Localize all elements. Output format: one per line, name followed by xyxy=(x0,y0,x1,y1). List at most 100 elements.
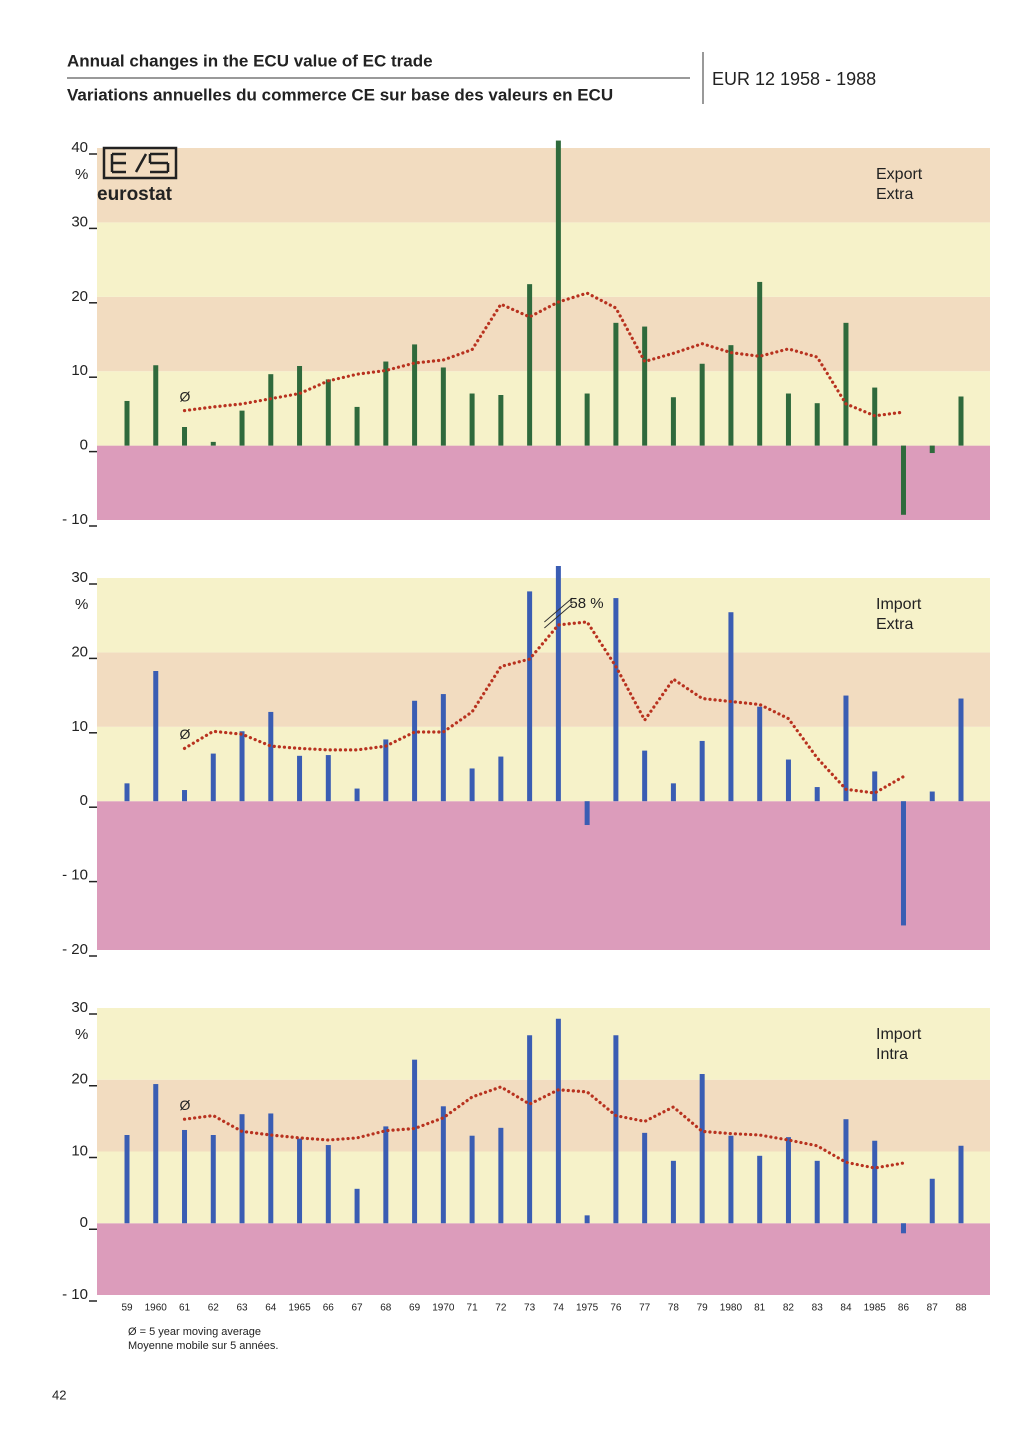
x-tick-label: 88 xyxy=(955,1303,967,1314)
band xyxy=(97,1008,990,1080)
bar xyxy=(785,1137,791,1224)
bar xyxy=(872,771,878,802)
y-tick-label: - 10 xyxy=(62,1286,88,1303)
bar xyxy=(210,1134,216,1224)
x-tick-label: 87 xyxy=(927,1303,939,1314)
y-tick-label: 40 xyxy=(71,139,88,156)
x-tick-label: 1975 xyxy=(576,1303,599,1314)
y-tick-label: - 10 xyxy=(62,511,88,528)
bar xyxy=(814,1160,820,1224)
bar xyxy=(412,1059,418,1224)
bar xyxy=(584,801,590,826)
band xyxy=(97,652,990,727)
bars xyxy=(124,1018,964,1234)
bar xyxy=(469,768,475,802)
bar xyxy=(498,1127,504,1224)
bar xyxy=(555,140,561,446)
bar xyxy=(929,445,935,454)
series-label: Export xyxy=(876,166,923,183)
bar xyxy=(555,1018,561,1224)
bar xyxy=(268,374,274,446)
band xyxy=(97,222,990,297)
bar xyxy=(354,1188,360,1224)
chart: - 10 0 10 20 30 40% Export Extra Ø xyxy=(62,139,990,528)
bar xyxy=(325,755,331,802)
x-tick-label: 71 xyxy=(467,1303,479,1314)
bar xyxy=(440,1106,446,1224)
bar xyxy=(268,1113,274,1224)
x-tick-label: 84 xyxy=(840,1303,852,1314)
bar xyxy=(642,750,648,802)
bar xyxy=(584,393,590,446)
bar xyxy=(124,1134,130,1224)
bar xyxy=(153,671,159,802)
band xyxy=(97,1079,990,1152)
x-tick-label: 1970 xyxy=(432,1303,455,1314)
x-tick-label: 78 xyxy=(668,1303,680,1314)
bar xyxy=(239,731,245,802)
y-tick-label: 10 xyxy=(71,362,88,379)
bar xyxy=(527,1035,533,1224)
negative-band xyxy=(97,445,990,520)
x-tick-label: 81 xyxy=(754,1303,766,1314)
y-tick-label: - 20 xyxy=(62,941,88,958)
footnote: Moyenne mobile sur 5 années. xyxy=(128,1340,278,1352)
y-tick-label: 30 xyxy=(71,999,88,1016)
moving-average-line xyxy=(182,1085,906,1170)
x-tick-label: 82 xyxy=(783,1303,795,1314)
bar xyxy=(814,787,820,802)
moving-average-label: Ø xyxy=(180,388,191,404)
bar xyxy=(325,1145,331,1224)
plots: - 10 0 10 20 30 40% Export Extra Ø - 20 - 10 0 10 20 3… xyxy=(62,139,990,1314)
x-tick-label: 76 xyxy=(610,1303,622,1314)
bar xyxy=(153,1084,159,1224)
bar xyxy=(843,1119,849,1224)
bar xyxy=(354,406,360,446)
negative-band xyxy=(97,1223,990,1295)
header-region: EUR 12 1958 - 1988 xyxy=(712,69,876,89)
y-tick-label: 10 xyxy=(71,1142,88,1159)
x-tick-label: 74 xyxy=(553,1303,565,1314)
axis-break xyxy=(544,597,573,629)
bar xyxy=(929,791,935,802)
bar xyxy=(527,591,533,802)
y-tick-label: 0 xyxy=(80,1214,88,1231)
y-tick-label: 10 xyxy=(71,718,88,735)
bar xyxy=(182,790,188,802)
footnote: Ø = 5 year moving average xyxy=(128,1326,261,1338)
chart: - 10 0 10 20 30% Import Intra Ø 59 1960 61 62 63 64 19… xyxy=(62,999,990,1314)
bar xyxy=(728,612,734,802)
x-tick-label: 62 xyxy=(208,1303,220,1314)
bar xyxy=(670,397,676,446)
x-tick-label: 69 xyxy=(409,1303,421,1314)
bar xyxy=(814,403,820,446)
x-tick-label: 63 xyxy=(236,1303,248,1314)
bar xyxy=(182,1129,188,1224)
bar xyxy=(268,711,274,802)
series-label: Import xyxy=(876,596,922,613)
bar xyxy=(900,1223,906,1234)
x-tick-label: 79 xyxy=(697,1303,709,1314)
bar xyxy=(498,395,504,446)
series-label: Import xyxy=(876,1026,922,1043)
moving-average-label: Ø xyxy=(180,1097,191,1113)
bar xyxy=(843,695,849,802)
bar xyxy=(699,1074,705,1224)
y-tick-label: 30 xyxy=(71,213,88,230)
unit-label: % xyxy=(75,1026,88,1043)
bar xyxy=(555,566,561,802)
x-tick-label: 1960 xyxy=(145,1303,168,1314)
negative-band xyxy=(97,801,990,950)
x-tick-label: 1980 xyxy=(720,1303,743,1314)
bar xyxy=(670,783,676,802)
bar xyxy=(412,344,418,446)
x-tick-label: 67 xyxy=(352,1303,364,1314)
bar xyxy=(383,361,389,446)
bar xyxy=(383,739,389,802)
bar xyxy=(613,598,619,802)
series-label: Extra xyxy=(876,186,913,203)
moving-average-label: Ø xyxy=(180,726,191,742)
logo-text: eurostat xyxy=(97,184,173,205)
bar xyxy=(239,410,245,446)
bar xyxy=(297,365,303,446)
